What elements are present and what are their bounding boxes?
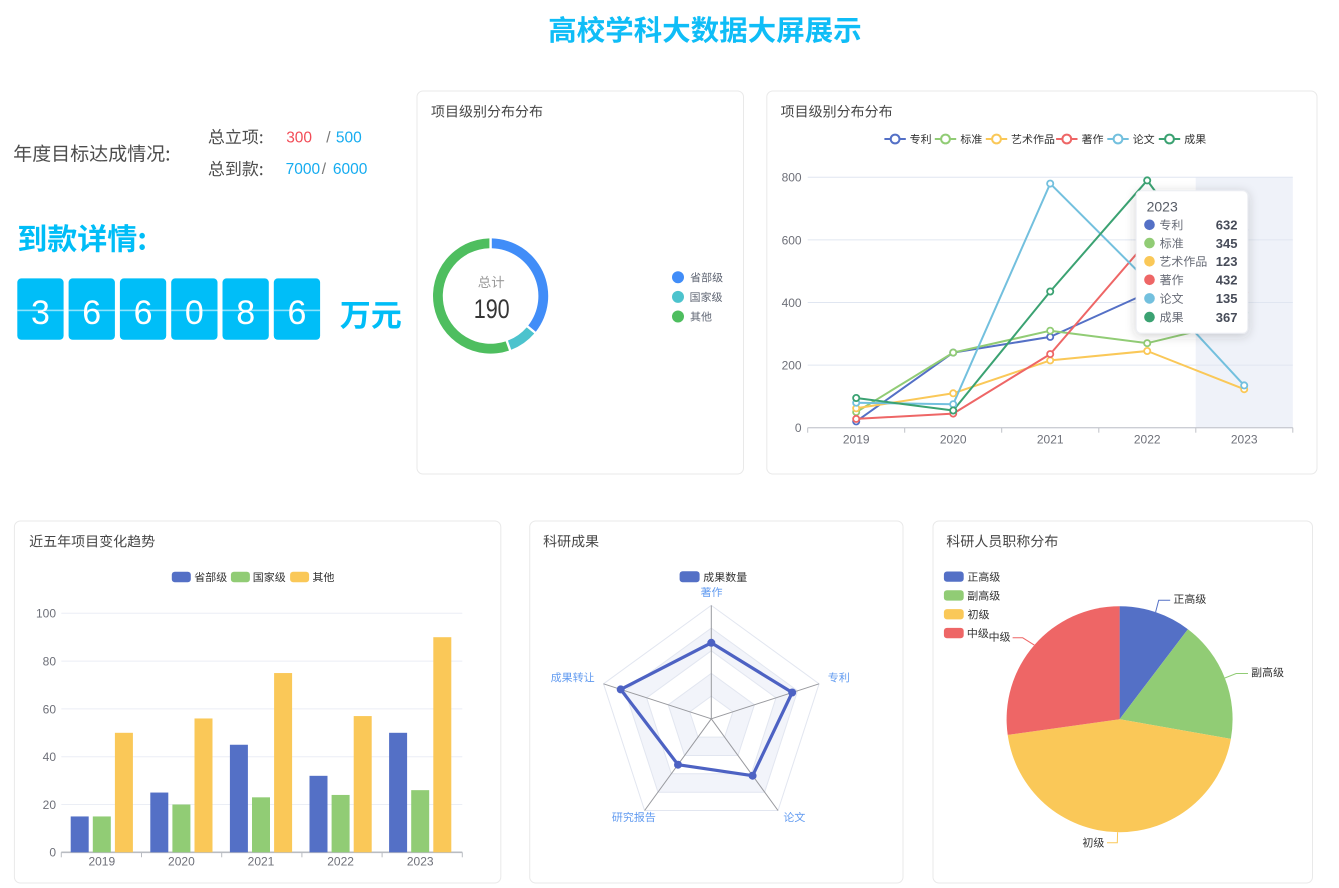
svg-text:6: 6 xyxy=(82,294,101,332)
svg-text:2020: 2020 xyxy=(168,854,195,868)
svg-text:2019: 2019 xyxy=(88,854,115,868)
svg-text:/: / xyxy=(326,129,331,146)
svg-text:600: 600 xyxy=(782,233,802,247)
svg-text:2022: 2022 xyxy=(327,854,354,868)
svg-text:200: 200 xyxy=(782,358,802,372)
svg-text:345: 345 xyxy=(1216,236,1238,251)
svg-text:80: 80 xyxy=(43,654,57,668)
svg-text:632: 632 xyxy=(1216,218,1238,233)
svg-text:2022: 2022 xyxy=(1134,433,1161,447)
svg-text:432: 432 xyxy=(1216,273,1238,288)
svg-text:/: / xyxy=(322,161,327,178)
svg-text:2023: 2023 xyxy=(1231,433,1258,447)
svg-text:100: 100 xyxy=(36,607,56,621)
svg-text:8: 8 xyxy=(236,294,255,332)
svg-text:0: 0 xyxy=(795,421,802,435)
svg-text:190: 190 xyxy=(474,294,510,324)
svg-text:400: 400 xyxy=(782,296,802,310)
svg-text:60: 60 xyxy=(43,702,57,716)
svg-text:6000: 6000 xyxy=(333,161,368,178)
svg-text:2023: 2023 xyxy=(407,854,434,868)
svg-text:2023: 2023 xyxy=(1147,199,1178,215)
svg-text:500: 500 xyxy=(336,129,362,146)
svg-text:7000: 7000 xyxy=(286,161,321,178)
svg-text:367: 367 xyxy=(1216,310,1238,325)
svg-text:2021: 2021 xyxy=(248,854,275,868)
svg-text:300: 300 xyxy=(286,129,312,146)
svg-text:2019: 2019 xyxy=(843,433,870,447)
svg-text:800: 800 xyxy=(782,171,802,185)
svg-text:6: 6 xyxy=(134,294,153,332)
svg-text:2021: 2021 xyxy=(1037,433,1064,447)
svg-text:20: 20 xyxy=(43,798,57,812)
svg-text:40: 40 xyxy=(43,750,57,764)
svg-text:2020: 2020 xyxy=(940,433,967,447)
svg-text:135: 135 xyxy=(1216,291,1238,306)
svg-text:0: 0 xyxy=(185,294,204,332)
svg-text:0: 0 xyxy=(49,846,56,860)
svg-text:123: 123 xyxy=(1216,254,1238,269)
svg-text:3: 3 xyxy=(31,294,50,332)
svg-text:6: 6 xyxy=(287,294,306,332)
